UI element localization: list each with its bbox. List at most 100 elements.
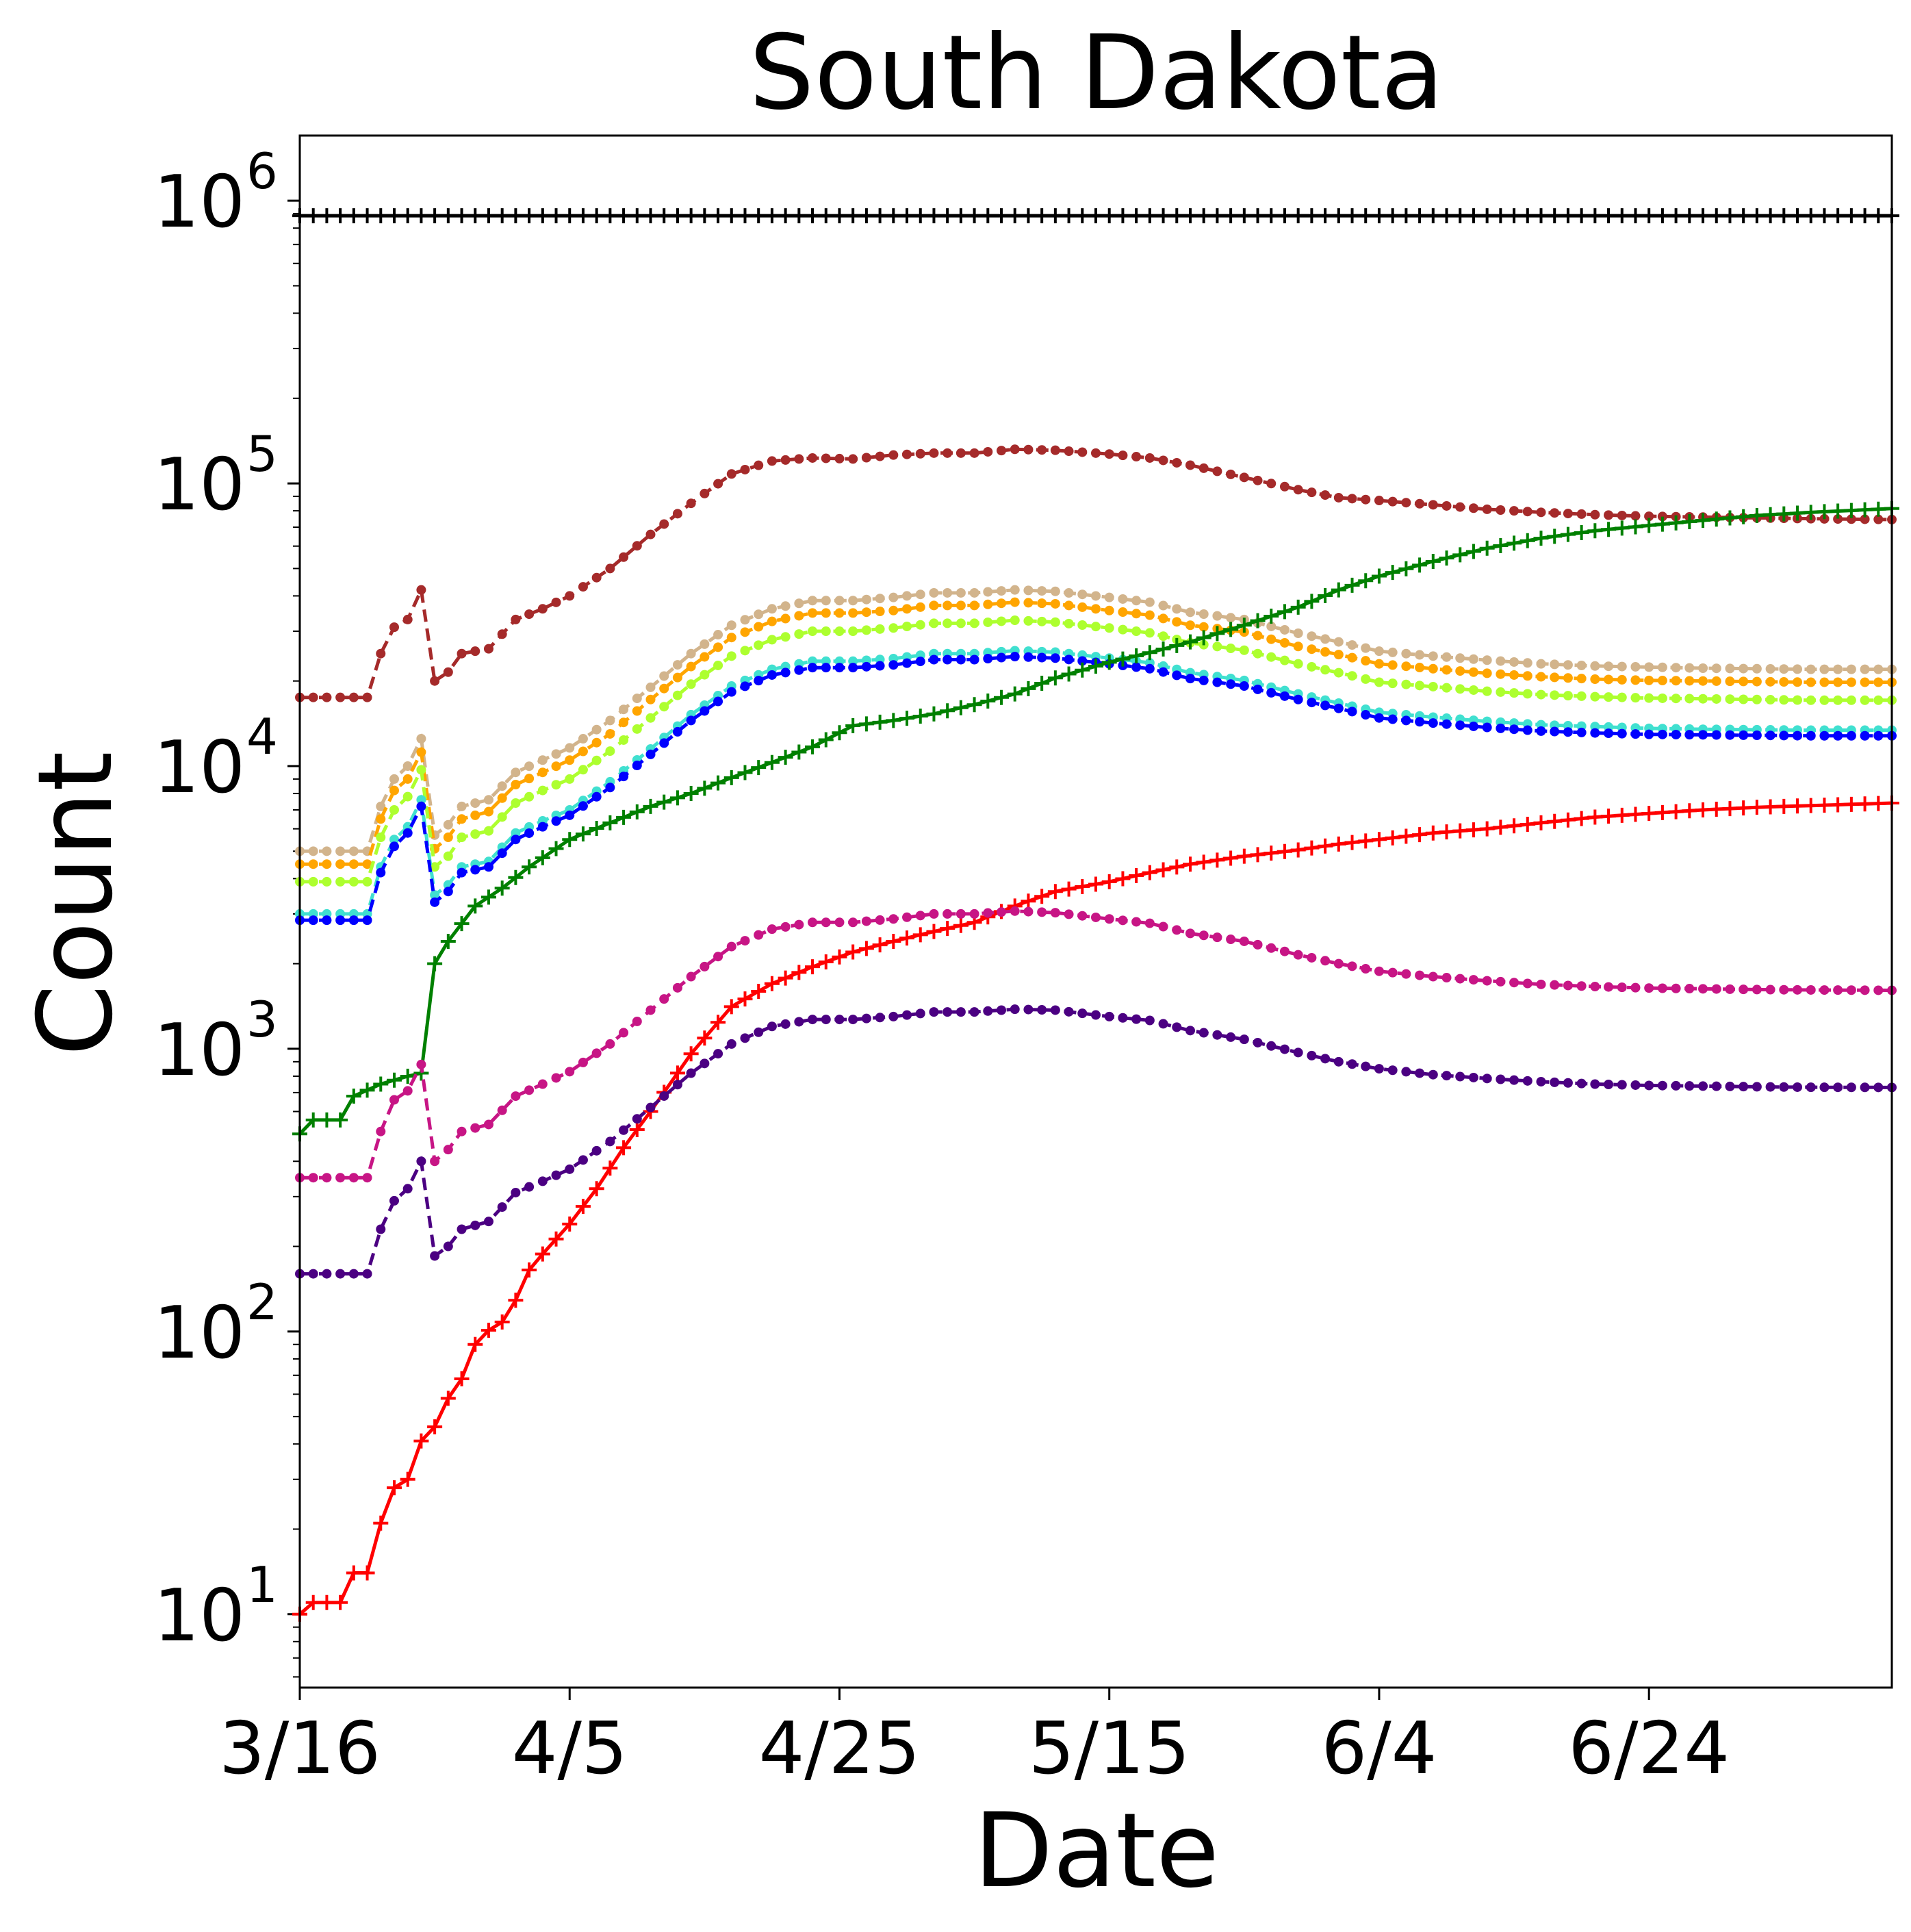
data-point bbox=[1358, 833, 1374, 849]
data-point bbox=[333, 1594, 348, 1610]
data-point bbox=[1441, 652, 1452, 662]
data-point bbox=[497, 1202, 507, 1212]
data-point bbox=[389, 1095, 399, 1105]
data-point bbox=[713, 479, 723, 489]
data-point bbox=[619, 1125, 629, 1135]
data-point bbox=[1550, 690, 1560, 700]
data-point bbox=[1711, 676, 1721, 686]
data-point bbox=[1468, 654, 1478, 664]
data-point bbox=[1657, 729, 1667, 739]
data-point bbox=[416, 1059, 426, 1069]
data-point bbox=[1293, 694, 1303, 704]
data-point bbox=[1264, 208, 1279, 224]
data-point bbox=[1695, 208, 1711, 224]
data-point bbox=[1290, 599, 1306, 615]
data-point bbox=[845, 944, 861, 960]
data-point bbox=[888, 623, 899, 633]
data-point bbox=[1236, 208, 1252, 224]
data-point bbox=[645, 713, 656, 723]
data-point bbox=[1050, 445, 1060, 455]
data-point bbox=[494, 208, 510, 224]
data-point bbox=[1037, 445, 1047, 455]
data-point bbox=[1304, 840, 1320, 856]
data-point bbox=[1803, 505, 1819, 520]
data-point bbox=[1239, 472, 1249, 483]
series-layer bbox=[292, 208, 1899, 1622]
data-point bbox=[1344, 577, 1360, 593]
data-point bbox=[1873, 514, 1884, 524]
data-point bbox=[578, 746, 588, 757]
data-point bbox=[1630, 729, 1641, 739]
data-point bbox=[605, 1136, 615, 1147]
data-point bbox=[619, 735, 629, 745]
data-point bbox=[902, 604, 912, 614]
data-point bbox=[1101, 208, 1117, 224]
data-point bbox=[848, 608, 858, 618]
data-point bbox=[1307, 698, 1317, 708]
data-point bbox=[942, 1007, 953, 1017]
data-point bbox=[956, 600, 966, 611]
series-line bbox=[300, 588, 1892, 853]
data-point bbox=[348, 692, 359, 702]
data-point bbox=[1601, 208, 1617, 224]
data-point bbox=[416, 795, 426, 805]
data-point bbox=[1155, 641, 1171, 657]
data-point bbox=[969, 654, 979, 665]
data-point bbox=[1860, 985, 1870, 995]
data-point bbox=[754, 609, 764, 620]
data-point bbox=[1064, 909, 1074, 919]
data-point bbox=[1846, 985, 1856, 995]
data-point bbox=[1803, 208, 1819, 224]
data-point bbox=[1779, 730, 1789, 741]
data-point bbox=[1185, 620, 1195, 631]
data-point bbox=[1604, 674, 1614, 685]
data-point bbox=[1331, 836, 1346, 852]
data-point bbox=[427, 956, 443, 971]
data-point bbox=[1320, 634, 1331, 644]
data-point bbox=[1698, 730, 1708, 740]
data-point bbox=[522, 208, 537, 224]
data-point bbox=[578, 1155, 588, 1165]
data-point bbox=[457, 832, 467, 842]
data-point bbox=[700, 652, 710, 662]
data-point bbox=[1293, 485, 1303, 495]
data-point bbox=[902, 1010, 912, 1020]
data-point bbox=[659, 671, 669, 681]
data-point bbox=[1131, 596, 1142, 606]
data-point bbox=[1155, 862, 1171, 878]
data-point bbox=[402, 614, 413, 624]
data-point bbox=[821, 596, 831, 606]
data-point bbox=[1522, 1076, 1532, 1086]
data-point bbox=[1198, 930, 1209, 941]
data-point bbox=[1010, 1004, 1020, 1015]
data-point bbox=[1860, 1082, 1870, 1093]
data-point bbox=[780, 668, 791, 678]
data-point bbox=[942, 908, 953, 919]
data-point bbox=[1654, 516, 1670, 532]
data-point bbox=[723, 999, 739, 1015]
data-point bbox=[942, 654, 953, 665]
data-point bbox=[511, 1091, 521, 1102]
data-point bbox=[1871, 796, 1886, 811]
data-point bbox=[335, 1173, 346, 1183]
data-point bbox=[1668, 208, 1684, 224]
data-point bbox=[683, 1046, 699, 1062]
data-point bbox=[700, 639, 710, 649]
data-point bbox=[912, 208, 928, 224]
data-point bbox=[1131, 609, 1142, 619]
data-point bbox=[632, 1016, 642, 1026]
data-point bbox=[737, 991, 753, 1007]
data-point bbox=[1320, 665, 1331, 675]
data-point bbox=[726, 633, 736, 643]
data-point bbox=[1320, 490, 1331, 500]
data-point bbox=[1331, 208, 1346, 224]
data-point bbox=[1684, 663, 1695, 673]
data-point bbox=[1468, 685, 1478, 695]
data-point bbox=[1239, 936, 1249, 946]
data-point bbox=[551, 1170, 561, 1180]
data-point bbox=[861, 594, 871, 605]
data-point bbox=[740, 646, 750, 656]
data-point bbox=[591, 1145, 602, 1156]
data-point bbox=[470, 865, 480, 875]
